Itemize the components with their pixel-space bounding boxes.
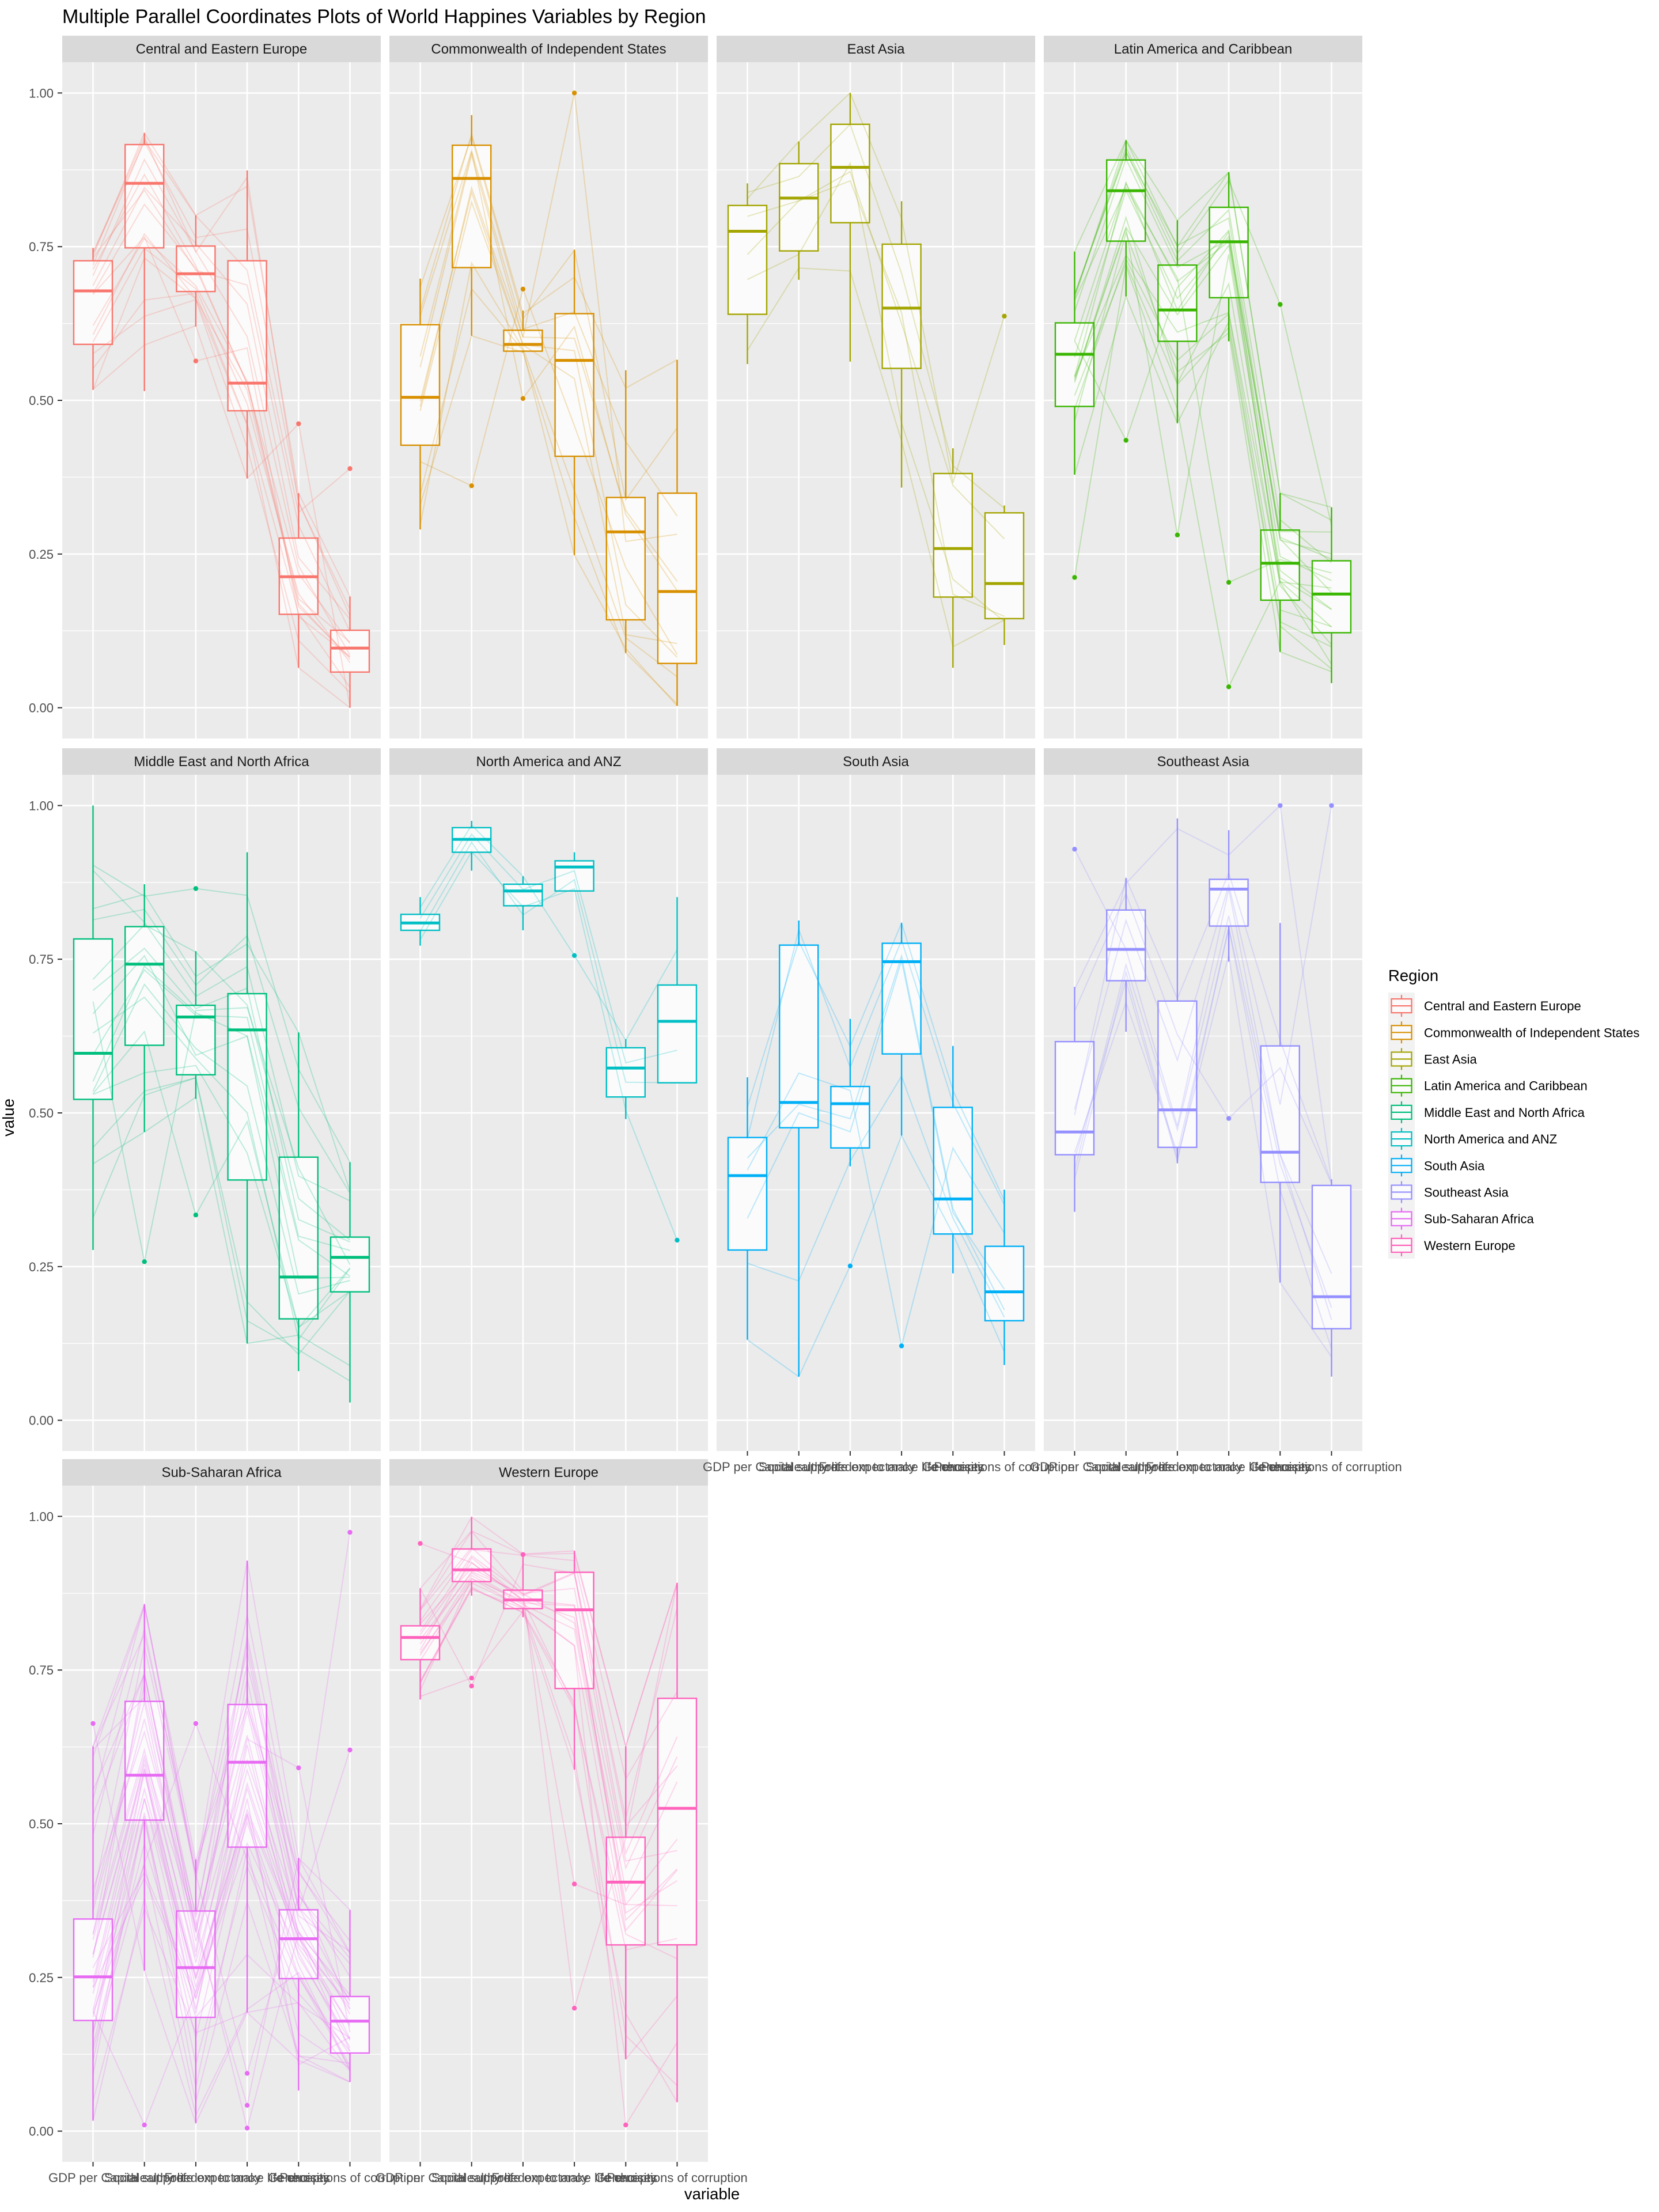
svg-text:Generosity: Generosity xyxy=(922,1460,983,1474)
svg-text:1.00: 1.00 xyxy=(29,86,54,100)
svg-text:Southeast Asia: Southeast Asia xyxy=(1424,1185,1509,1200)
svg-text:Latin America and Caribbean: Latin America and Caribbean xyxy=(1424,1079,1588,1093)
svg-text:Sub-Saharan Africa: Sub-Saharan Africa xyxy=(1424,1212,1535,1226)
svg-text:0.75: 0.75 xyxy=(29,240,54,254)
svg-text:0.00: 0.00 xyxy=(29,701,54,715)
svg-text:South Asia: South Asia xyxy=(843,754,909,770)
svg-text:Social support: Social support xyxy=(431,2171,512,2185)
svg-text:0.00: 0.00 xyxy=(29,2124,54,2139)
svg-text:1.00: 1.00 xyxy=(29,1509,54,1524)
svg-text:Freedom to make life choices: Freedom to make life choices xyxy=(1146,1460,1311,1474)
svg-text:0.00: 0.00 xyxy=(29,1414,54,1428)
svg-text:Western Europe: Western Europe xyxy=(499,1465,599,1480)
svg-text:Perceptions of corruption: Perceptions of corruption xyxy=(279,2171,421,2185)
svg-text:0.75: 0.75 xyxy=(29,952,54,967)
svg-text:GDP per Capita: GDP per Capita xyxy=(1030,1460,1120,1474)
svg-text:Healthy life expectancy: Healthy life expectancy xyxy=(458,2171,588,2185)
svg-text:Central and Eastern Europe: Central and Eastern Europe xyxy=(1424,999,1581,1013)
svg-text:0.50: 0.50 xyxy=(29,1106,54,1120)
svg-text:Southeast Asia: Southeast Asia xyxy=(1157,754,1249,770)
svg-text:value: value xyxy=(0,1099,17,1137)
svg-text:Freedom to make life choices: Freedom to make life choices xyxy=(819,1460,984,1474)
svg-text:Healthy life expectancy: Healthy life expectancy xyxy=(1112,1460,1243,1474)
svg-text:0.25: 0.25 xyxy=(29,1971,54,1985)
svg-text:East Asia: East Asia xyxy=(1424,1052,1477,1067)
svg-text:Healthy life expectancy: Healthy life expectancy xyxy=(785,1460,915,1474)
svg-text:Social support: Social support xyxy=(1086,1460,1166,1474)
svg-text:North America and ANZ: North America and ANZ xyxy=(476,754,621,770)
svg-text:1.00: 1.00 xyxy=(29,798,54,813)
svg-text:Freedom to make life choices: Freedom to make life choices xyxy=(164,2171,329,2185)
svg-text:0.25: 0.25 xyxy=(29,1260,54,1274)
svg-text:East Asia: East Asia xyxy=(847,41,905,57)
svg-text:Multiple Parallel Coordinates: Multiple Parallel Coordinates Plots of W… xyxy=(62,6,706,28)
svg-text:Latin America and Caribbean: Latin America and Caribbean xyxy=(1114,41,1293,57)
svg-text:Perceptions of corruption: Perceptions of corruption xyxy=(607,2171,748,2185)
svg-text:Freedom to make life choices: Freedom to make life choices xyxy=(491,2171,657,2185)
svg-text:Social support: Social support xyxy=(104,2171,184,2185)
svg-text:Commonwealth of Independent St: Commonwealth of Independent States xyxy=(431,41,666,57)
svg-text:Healthy life expectancy: Healthy life expectancy xyxy=(131,2171,261,2185)
svg-text:Commonwealth of Independent St: Commonwealth of Independent States xyxy=(1424,1025,1639,1040)
svg-text:GDP per Capita: GDP per Capita xyxy=(376,2171,465,2185)
svg-text:Sub-Saharan Africa: Sub-Saharan Africa xyxy=(161,1465,282,1480)
svg-text:0.50: 0.50 xyxy=(29,1817,54,1831)
svg-text:Middle East and North Africa: Middle East and North Africa xyxy=(1424,1105,1585,1120)
svg-text:0.50: 0.50 xyxy=(29,393,54,408)
svg-text:Region: Region xyxy=(1388,967,1438,984)
svg-text:Generosity: Generosity xyxy=(595,2171,656,2185)
svg-text:GDP per Capita: GDP per Capita xyxy=(703,1460,793,1474)
svg-text:0.75: 0.75 xyxy=(29,1663,54,1677)
svg-text:Perceptions of corruption: Perceptions of corruption xyxy=(934,1460,1075,1474)
svg-text:Social support: Social support xyxy=(759,1460,839,1474)
svg-text:variable: variable xyxy=(684,2185,740,2203)
svg-text:Generosity: Generosity xyxy=(268,2171,329,2185)
svg-text:North America and ANZ: North America and ANZ xyxy=(1424,1132,1557,1146)
svg-text:GDP per Capita: GDP per Capita xyxy=(48,2171,138,2185)
svg-text:Western Europe: Western Europe xyxy=(1424,1238,1516,1253)
svg-text:South Asia: South Asia xyxy=(1424,1158,1485,1173)
svg-text:0.25: 0.25 xyxy=(29,547,54,562)
svg-text:Central and Eastern Europe: Central and Eastern Europe xyxy=(136,41,308,57)
svg-text:Generosity: Generosity xyxy=(1249,1460,1310,1474)
svg-text:Perceptions of corruption: Perceptions of corruption xyxy=(1261,1460,1402,1474)
svg-text:Middle East and North Africa: Middle East and North Africa xyxy=(134,754,309,770)
